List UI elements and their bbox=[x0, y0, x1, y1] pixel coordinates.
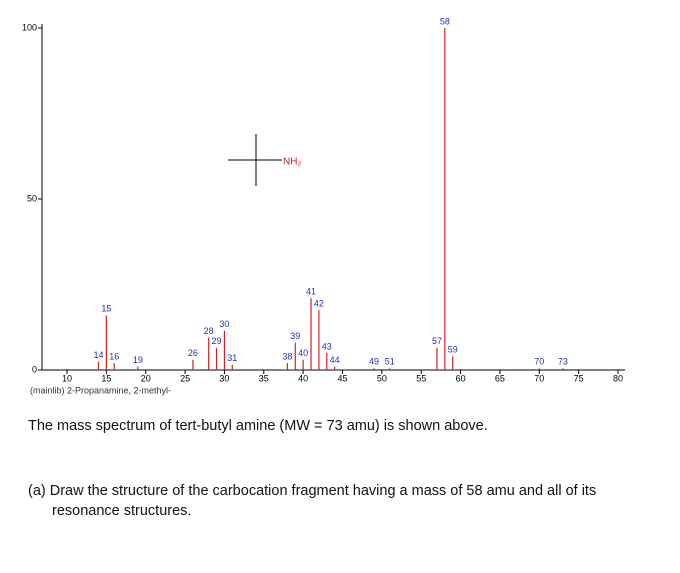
x-tick-label: 10 bbox=[62, 373, 72, 383]
footer: (mainlib) 2-Propanamine, 2-methyl- bbox=[30, 385, 171, 395]
peak-label: 30 bbox=[219, 319, 229, 329]
peak-label: 42 bbox=[314, 299, 324, 309]
peak-label: 15 bbox=[101, 304, 111, 314]
question: (a) Draw the structure of the carbocatio… bbox=[28, 483, 597, 519]
x-tick-label: 60 bbox=[456, 373, 466, 383]
x-tick-label: 70 bbox=[534, 373, 544, 383]
x-tick-label: 80 bbox=[613, 373, 623, 383]
x-tick-label: 35 bbox=[259, 373, 269, 383]
x-tick-label: 15 bbox=[101, 373, 111, 383]
structure-label: NH₂ bbox=[283, 157, 301, 168]
y-tick-label: 0 bbox=[32, 364, 37, 374]
x-tick-label: 40 bbox=[298, 373, 308, 383]
peak-label: 26 bbox=[188, 348, 198, 358]
peak-label: 49 bbox=[369, 357, 379, 367]
x-tick-label: 55 bbox=[416, 373, 426, 383]
peak-label: 51 bbox=[385, 357, 395, 367]
peak-label: 28 bbox=[204, 326, 214, 336]
peak-label: 14 bbox=[93, 350, 103, 360]
y-tick-label: 100 bbox=[22, 22, 37, 32]
peak-label: 16 bbox=[109, 352, 119, 362]
peak-label: 39 bbox=[290, 331, 300, 341]
peak-label: 38 bbox=[282, 352, 292, 362]
x-tick-label: 45 bbox=[337, 373, 347, 383]
x-tick-label: 25 bbox=[180, 373, 190, 383]
x-tick-label: 65 bbox=[495, 373, 505, 383]
peak-label: 57 bbox=[432, 336, 442, 346]
peak-label: 40 bbox=[298, 348, 308, 358]
chart: NH₂ (mainlib) 2-Propanamine, 2-methyl- 0… bbox=[22, 16, 625, 395]
peak-label: 41 bbox=[306, 287, 316, 297]
peak-label: 59 bbox=[448, 345, 458, 355]
x-tick-label: 75 bbox=[574, 373, 584, 383]
y-tick-label: 50 bbox=[27, 193, 37, 203]
x-tick-label: 50 bbox=[377, 373, 387, 383]
peak-label: 70 bbox=[534, 357, 544, 367]
x-tick-label: 30 bbox=[219, 373, 229, 383]
peak-label: 19 bbox=[133, 355, 143, 365]
statement: The mass spectrum of tert-butyl amine (M… bbox=[28, 418, 488, 434]
peak-label: 31 bbox=[227, 353, 237, 363]
peak-label: 58 bbox=[440, 16, 450, 26]
peak-label: 73 bbox=[558, 357, 568, 367]
peak-label: 43 bbox=[322, 341, 332, 351]
x-tick-label: 20 bbox=[141, 373, 151, 383]
peak-label: 29 bbox=[212, 336, 222, 346]
peak-label: 44 bbox=[330, 355, 340, 365]
